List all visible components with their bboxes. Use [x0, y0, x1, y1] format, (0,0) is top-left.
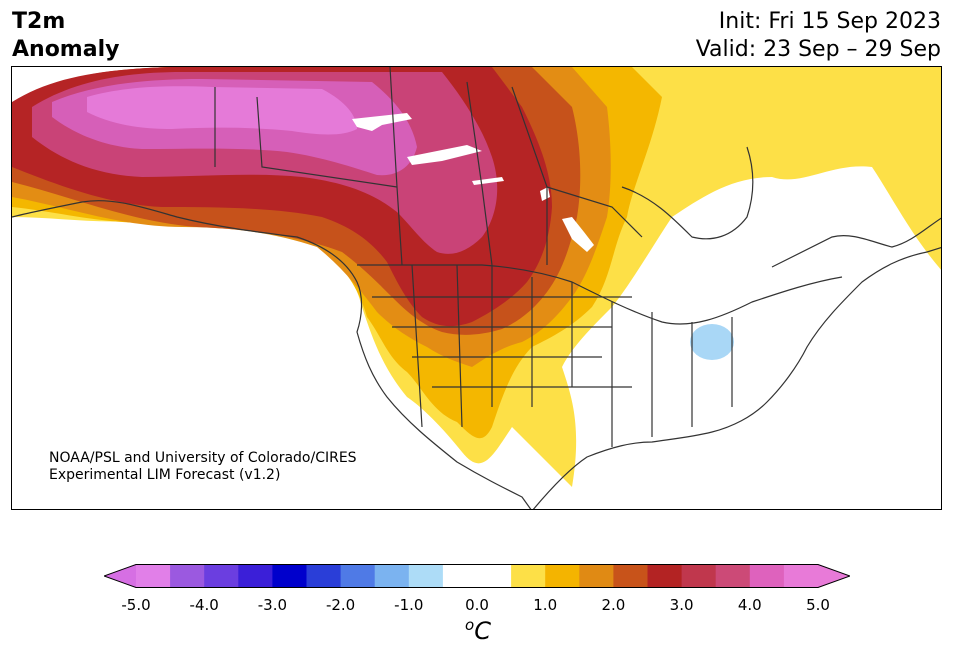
coastline-west	[12, 200, 532, 509]
colorbar-bin	[545, 564, 580, 588]
lake-great-slave	[407, 145, 482, 165]
colorbar-bin	[783, 564, 819, 588]
colorbar-tick-label: 3.0	[669, 596, 694, 614]
title-right: Init: Fri 15 Sep 2023 Valid: 23 Sep – 29…	[696, 8, 941, 64]
colorbar-bin	[681, 564, 717, 588]
border-states-cols	[411, 264, 733, 447]
colorbar-bin	[647, 564, 683, 588]
colorbar-tick-label: -1.0	[394, 596, 424, 614]
colorbar-bin	[340, 564, 376, 588]
lake-great-bear	[352, 113, 412, 131]
anomaly-cool	[690, 324, 734, 360]
unit-base: C	[474, 617, 491, 645]
credit-line-2: Experimental LIM Forecast (v1.2)	[49, 467, 281, 483]
colorbar-bin	[408, 564, 444, 588]
colorbar-tick-label: -2.0	[325, 596, 356, 614]
credit: NOAA/PSL and University of Colorado/CIRE…	[49, 450, 357, 484]
colorbar-tick-label: 5.0	[806, 596, 830, 614]
colorbar-bin	[715, 564, 751, 588]
map-frame	[11, 66, 942, 510]
border-us-canada	[357, 264, 843, 325]
anomaly-map	[12, 67, 941, 509]
title-line-2: Anomaly	[12, 37, 120, 62]
colorbar-min-extend	[104, 564, 136, 588]
colorbar-tick-label: -3.0	[257, 596, 288, 614]
title-left: T2m Anomaly	[12, 8, 119, 64]
unit-sup: o	[465, 616, 475, 634]
border-prov-1	[256, 96, 398, 188]
colorbar-bin	[136, 564, 171, 588]
credit-line-1: NOAA/PSL and University of Colorado/CIRE…	[49, 450, 357, 466]
border-states-row1	[372, 296, 632, 388]
init-date: Init: Fri 15 Sep 2023	[718, 9, 941, 34]
colorbar-tick-label: 1.0	[533, 596, 558, 614]
colorbar-bin	[511, 564, 546, 588]
border-prov-5	[546, 186, 643, 238]
colorbar-bin	[477, 564, 512, 588]
colorbar-bin	[238, 564, 273, 588]
colorbar-bin	[272, 564, 307, 588]
lake-athabasca	[472, 177, 504, 185]
colorbar-ticks: -5.0 -4.0 -3.0 -2.0 -1.0 0.0 1.0 2.0 3.0 4.0 5.0	[0, 596, 953, 616]
valid-range: Valid: 23 Sep – 29 Sep	[695, 37, 941, 62]
colorbar-tick-label: -5.0	[121, 596, 151, 614]
border-prov-3	[466, 81, 493, 266]
colorbar-bin	[613, 564, 648, 588]
border-prov-2	[389, 67, 403, 266]
colorbar-tick-label: -4.0	[189, 596, 219, 614]
colorbar-bin	[442, 564, 478, 588]
colorbar-bin	[749, 564, 785, 588]
title-line-1: T2m	[12, 9, 66, 34]
colorbar-outline	[104, 564, 850, 588]
colorbar-bin	[579, 564, 614, 588]
colorbar-tick-label: 4.0	[737, 596, 762, 614]
colorbar-bin	[374, 564, 410, 588]
colorbar-tick-label: 2.0	[601, 596, 626, 614]
colorbar-max-extend	[818, 564, 850, 588]
colorbar-tick-label: 0.0	[465, 596, 489, 614]
coastline-hudson	[621, 146, 754, 240]
coastline-gulf	[532, 246, 941, 509]
colorbar-bin	[204, 564, 239, 588]
lake-winnipeg	[562, 217, 594, 252]
colorbar-bin	[306, 564, 342, 588]
coastline-east	[771, 217, 941, 268]
colorbar-unit: oC	[465, 616, 491, 645]
colorbar	[104, 564, 850, 588]
borders	[12, 67, 941, 509]
colorbar-bin	[170, 564, 205, 588]
anomaly-max	[87, 86, 357, 135]
